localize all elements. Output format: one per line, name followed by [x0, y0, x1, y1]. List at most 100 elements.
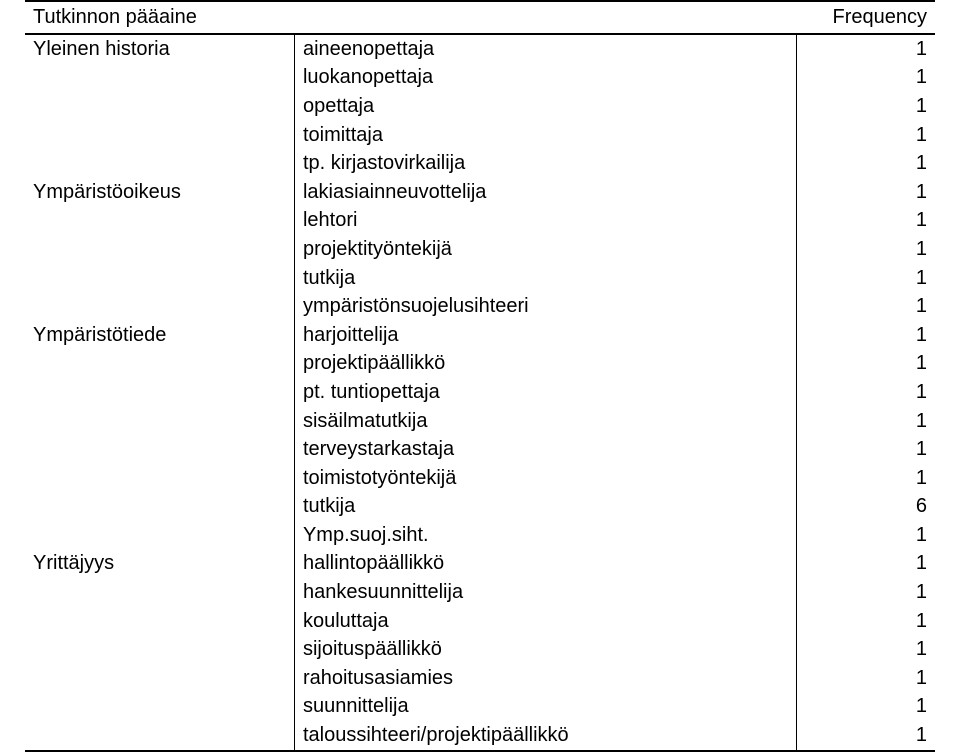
- cell-subject: [25, 721, 294, 751]
- cell-role: projektipäällikkö: [294, 350, 797, 379]
- table-row: Ympäristöoikeuslakiasiainneuvottelija1: [25, 178, 935, 207]
- cell-frequency: 1: [797, 721, 935, 751]
- cell-frequency: 1: [797, 521, 935, 550]
- cell-role: toimittaja: [294, 121, 797, 150]
- table-row: rahoitusasiamies1: [25, 664, 935, 693]
- cell-role: harjoittelija: [294, 321, 797, 350]
- cell-subject: [25, 435, 294, 464]
- cell-subject: [25, 92, 294, 121]
- cell-subject: [25, 664, 294, 693]
- table-row: hankesuunnittelija1: [25, 578, 935, 607]
- cell-frequency: 1: [797, 34, 935, 64]
- cell-role: luokanopettaja: [294, 64, 797, 93]
- cell-role: hallintopäällikkö: [294, 550, 797, 579]
- cell-role: rahoitusasiamies: [294, 664, 797, 693]
- cell-frequency: 1: [797, 607, 935, 636]
- cell-role: sisäilmatutkija: [294, 407, 797, 436]
- table-row: Yleinen historiaaineenopettaja1: [25, 34, 935, 64]
- table-row: pt. tuntiopettaja1: [25, 378, 935, 407]
- cell-role: sijoituspäällikkö: [294, 635, 797, 664]
- table-row: terveystarkastaja1: [25, 435, 935, 464]
- cell-subject: [25, 350, 294, 379]
- cell-role: tp. kirjastovirkailija: [294, 149, 797, 178]
- cell-subject: [25, 493, 294, 522]
- table-row: Yrittäjyyshallintopäällikkö1: [25, 550, 935, 579]
- page: Tutkinnon pääaine Frequency Yleinen hist…: [0, 0, 960, 695]
- cell-frequency: 1: [797, 464, 935, 493]
- cell-subject: [25, 693, 294, 722]
- table-row: projektipäällikkö1: [25, 350, 935, 379]
- cell-frequency: 1: [797, 578, 935, 607]
- cell-frequency: 1: [797, 407, 935, 436]
- cell-role: hankesuunnittelija: [294, 578, 797, 607]
- table-row: luokanopettaja1: [25, 64, 935, 93]
- table-row: tutkija6: [25, 493, 935, 522]
- table-row: taloussihteeri/projektipäällikkö1: [25, 721, 935, 751]
- cell-frequency: 1: [797, 149, 935, 178]
- table-row: sijoituspäällikkö1: [25, 635, 935, 664]
- table-row: Ympäristötiedeharjoittelija1: [25, 321, 935, 350]
- cell-role: projektityöntekijä: [294, 235, 797, 264]
- cell-frequency: 1: [797, 635, 935, 664]
- cell-role: opettaja: [294, 92, 797, 121]
- cell-subject: Yleinen historia: [25, 34, 294, 64]
- cell-frequency: 1: [797, 292, 935, 321]
- cell-frequency: 1: [797, 92, 935, 121]
- cell-frequency: 1: [797, 264, 935, 293]
- cell-frequency: 6: [797, 493, 935, 522]
- cell-subject: [25, 149, 294, 178]
- cell-role: tutkija: [294, 493, 797, 522]
- table-body: Yleinen historiaaineenopettaja1luokanope…: [25, 34, 935, 751]
- cell-subject: [25, 521, 294, 550]
- cell-subject: [25, 578, 294, 607]
- cell-role: kouluttaja: [294, 607, 797, 636]
- cell-subject: Ympäristöoikeus: [25, 178, 294, 207]
- cell-subject: [25, 235, 294, 264]
- cell-subject: [25, 464, 294, 493]
- cell-subject: Ympäristötiede: [25, 321, 294, 350]
- cell-frequency: 1: [797, 321, 935, 350]
- cell-subject: [25, 64, 294, 93]
- header-subject: Tutkinnon pääaine: [25, 1, 797, 34]
- cell-subject: [25, 378, 294, 407]
- cell-subject: [25, 607, 294, 636]
- cell-subject: [25, 407, 294, 436]
- table-row: Ymp.suoj.siht.1: [25, 521, 935, 550]
- table-row: toimistotyöntekijä1: [25, 464, 935, 493]
- table-header-row: Tutkinnon pääaine Frequency: [25, 1, 935, 34]
- cell-frequency: 1: [797, 207, 935, 236]
- cell-frequency: 1: [797, 64, 935, 93]
- cell-subject: [25, 207, 294, 236]
- cell-frequency: 1: [797, 435, 935, 464]
- cell-subject: [25, 292, 294, 321]
- table-row: ympäristönsuojelusihteeri1: [25, 292, 935, 321]
- cell-role: tutkija: [294, 264, 797, 293]
- table-row: tp. kirjastovirkailija1: [25, 149, 935, 178]
- cell-role: ympäristönsuojelusihteeri: [294, 292, 797, 321]
- table-row: opettaja1: [25, 92, 935, 121]
- cell-role: suunnittelija: [294, 693, 797, 722]
- table-row: projektityöntekijä1: [25, 235, 935, 264]
- table-row: lehtori1: [25, 207, 935, 236]
- cell-subject: [25, 121, 294, 150]
- table-row: sisäilmatutkija1: [25, 407, 935, 436]
- header-frequency: Frequency: [797, 1, 935, 34]
- cell-subject: [25, 635, 294, 664]
- cell-role: aineenopettaja: [294, 34, 797, 64]
- table-row: toimittaja1: [25, 121, 935, 150]
- table-row: suunnittelija1: [25, 693, 935, 722]
- cell-frequency: 1: [797, 350, 935, 379]
- cell-role: toimistotyöntekijä: [294, 464, 797, 493]
- data-table: Tutkinnon pääaine Frequency Yleinen hist…: [25, 0, 935, 752]
- cell-role: taloussihteeri/projektipäällikkö: [294, 721, 797, 751]
- cell-frequency: 1: [797, 550, 935, 579]
- table-row: tutkija1: [25, 264, 935, 293]
- cell-frequency: 1: [797, 693, 935, 722]
- cell-frequency: 1: [797, 121, 935, 150]
- cell-role: pt. tuntiopettaja: [294, 378, 797, 407]
- table-row: kouluttaja1: [25, 607, 935, 636]
- cell-role: lehtori: [294, 207, 797, 236]
- cell-role: lakiasiainneuvottelija: [294, 178, 797, 207]
- cell-frequency: 1: [797, 664, 935, 693]
- cell-subject: Yrittäjyys: [25, 550, 294, 579]
